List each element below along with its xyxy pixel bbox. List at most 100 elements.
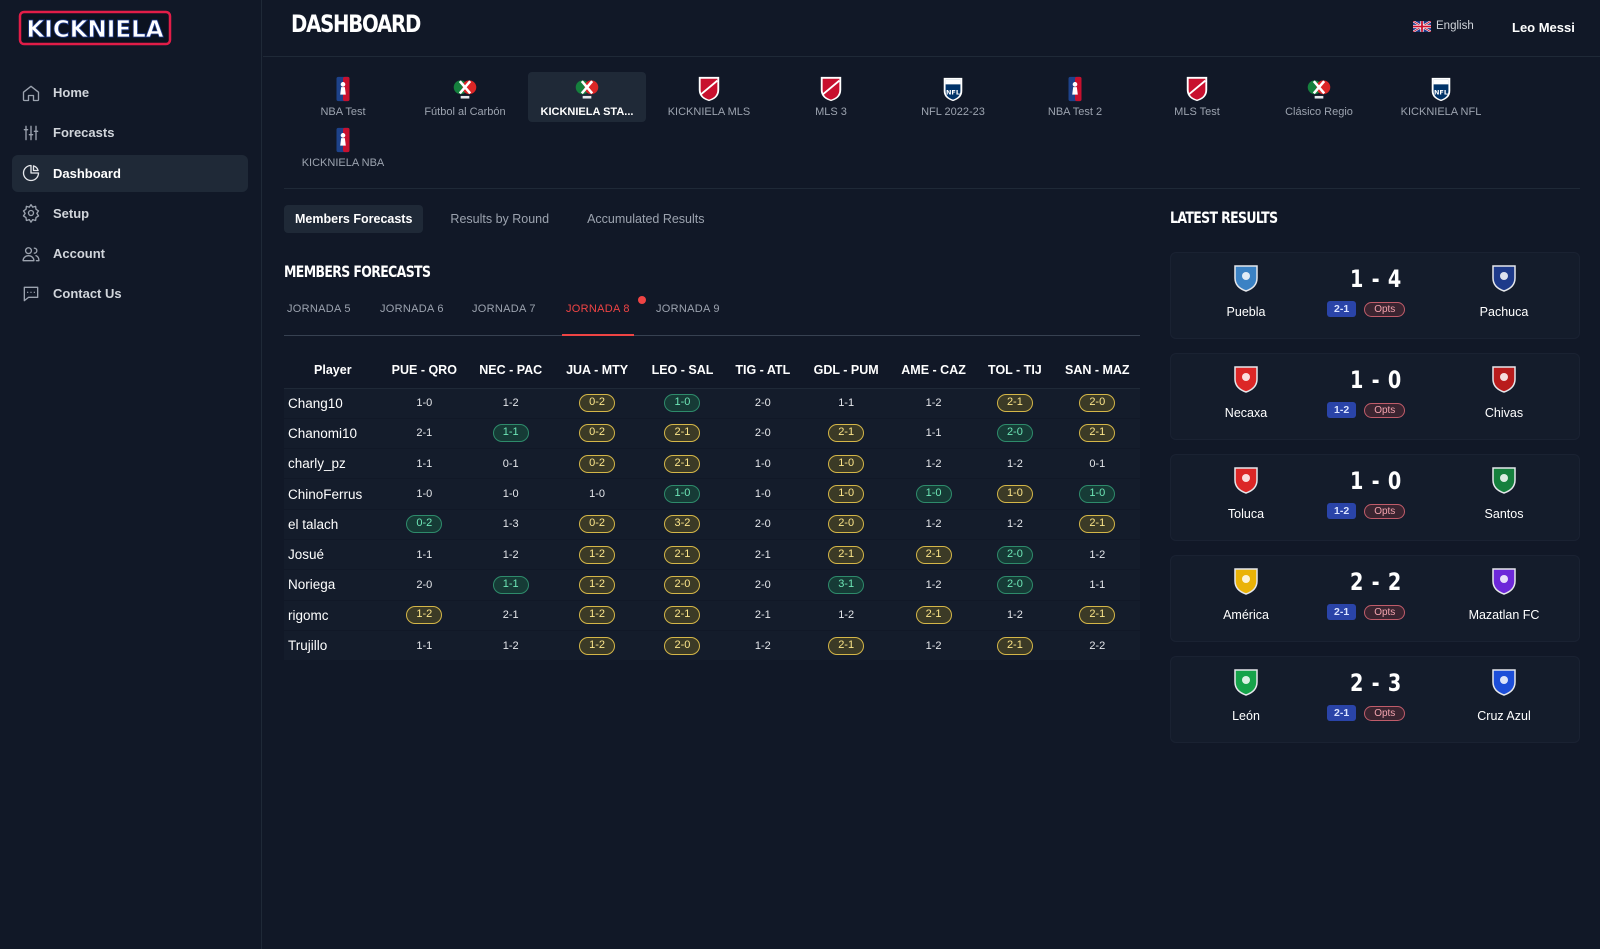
forecast-pill: 2-1 [915, 606, 952, 625]
prediction-badges: 2-1 Opts [1327, 604, 1406, 620]
forecast-pill: 2-1 [1079, 606, 1116, 625]
league-item[interactable]: KICKNIELA STA... [528, 72, 646, 122]
forecast-cell: 2-0 [975, 418, 1055, 450]
forecast-cell: 1-2 [891, 630, 976, 662]
result-card[interactable]: América 2 - 2 2-1 Opts Mazatlan FC [1170, 555, 1580, 642]
forecast-value: 1-1 [838, 397, 855, 410]
home-team-name: León [1232, 709, 1260, 723]
jornada-tab[interactable]: JORNADA 5 [287, 303, 351, 315]
away-team-name: Chivas [1484, 406, 1524, 420]
forecast-cell: 0-2 [554, 448, 640, 480]
kickniela-logo[interactable]: KICKNIELA [18, 6, 172, 50]
jornada-tab[interactable]: JORNADA 6 [380, 303, 444, 315]
league-item[interactable]: Fútbol al Carbón [406, 72, 524, 122]
away-team: Cruz Azul [1459, 667, 1549, 723]
league-item[interactable]: NFL NFL 2022-23 [894, 72, 1012, 122]
league-label: KICKNIELA NFL [1400, 106, 1482, 118]
home-team-name: Toluca [1227, 507, 1265, 521]
forecast-pill: 2-1 [996, 636, 1033, 655]
user-prediction-badge: 2-1 [1327, 705, 1357, 721]
forecast-value: 1-2 [925, 639, 942, 652]
tab-accumulated-results[interactable]: Accumulated Results [587, 212, 705, 226]
match-score: 1 - 4 [1349, 265, 1403, 293]
opts-button[interactable]: Opts [1364, 402, 1406, 418]
league-item[interactable]: MLS Test [1138, 72, 1256, 122]
user-prediction-badge: 1-2 [1327, 503, 1357, 519]
sidebar-item-setup[interactable]: Setup [12, 195, 248, 232]
forecast-cell: 3-2 [639, 509, 726, 540]
league-item[interactable]: Clásico Regio [1260, 72, 1378, 122]
home-team: Toluca [1201, 465, 1291, 521]
league-item[interactable]: NBA Test 2 [1016, 72, 1134, 122]
forecast-pill: 2-0 [664, 575, 701, 594]
top-header: DASHBOARD English Leo Messi [263, 0, 1600, 57]
opts-button[interactable]: Opts [1364, 301, 1406, 317]
forecast-pill: 2-0 [1079, 394, 1116, 413]
match-score: 1 - 0 [1349, 366, 1403, 394]
users-icon [21, 244, 41, 264]
dashboard-tabs: Members Forecasts Results by Round Accum… [284, 205, 732, 233]
nba-logo-icon [1068, 76, 1082, 102]
league-item[interactable]: KICKNIELA MLS [650, 72, 768, 122]
forecast-value: 1-0 [589, 488, 606, 501]
team-crest-icon [1231, 667, 1261, 697]
jornada-tab[interactable]: JORNADA 7 [472, 303, 536, 315]
forecast-value: 1-2 [925, 518, 942, 531]
sidebar-item-contact[interactable]: Contact Us [12, 275, 248, 312]
league-item[interactable]: NBA Test [284, 72, 402, 122]
forecast-cell: 1-1 [891, 418, 976, 450]
forecast-pill: 0-2 [579, 424, 616, 443]
result-card[interactable]: Puebla 1 - 4 2-1 Opts Pachuca [1170, 252, 1580, 339]
result-card[interactable]: León 2 - 3 2-1 Opts Cruz Azul [1170, 656, 1580, 743]
forecast-cell: 2-0 [800, 509, 892, 540]
opts-button[interactable]: Opts [1364, 503, 1406, 519]
column-header: AME - CAZ [891, 352, 976, 389]
table-row: Chanomi10 2-1 1-1 0-2 2-1 2-0 2-1 1-1 2-0 2-1 [284, 418, 1140, 450]
language-selector[interactable]: English [1413, 20, 1474, 32]
tab-results-by-round[interactable]: Results by Round [450, 212, 550, 226]
forecast-cell: 1-2 [891, 388, 976, 419]
away-team: Pachuca [1459, 263, 1549, 319]
result-card[interactable]: Necaxa 1 - 0 1-2 Opts Chivas [1170, 353, 1580, 440]
forecast-pill: 0-2 [406, 515, 443, 534]
user-prediction-badge: 2-1 [1327, 604, 1357, 620]
forecast-cell: 2-0 [725, 569, 801, 601]
forecast-cell: 1-1 [466, 418, 555, 450]
mls-logo-icon [1186, 76, 1208, 102]
sidebar-item-forecasts[interactable]: Forecasts [12, 114, 248, 151]
mls-logo-icon [820, 76, 842, 102]
forecast-pill: 1-2 [579, 606, 616, 625]
team-crest-icon [1489, 465, 1519, 495]
jornada-tab[interactable]: JORNADA 9 [656, 303, 720, 315]
sidebar-item-label: Setup [53, 205, 90, 221]
sidebar-item-home[interactable]: Home [12, 74, 248, 111]
table-row: ChinoFerrus 1-0 1-0 1-0 1-0 1-0 1-0 1-0 1-0 1-0 [284, 478, 1140, 510]
opts-button[interactable]: Opts [1364, 705, 1406, 721]
league-label: MLS 3 [815, 106, 847, 118]
column-header: LEO - SAL [639, 352, 726, 389]
opts-button[interactable]: Opts [1364, 604, 1406, 620]
forecast-pill: 2-0 [996, 575, 1033, 594]
user-menu[interactable]: Leo Messi [1512, 20, 1575, 35]
nfl-logo-icon: NFL [943, 77, 963, 102]
sidebar-item-account[interactable]: Account [12, 235, 248, 272]
notification-dot [638, 296, 646, 304]
forecast-cell: 2-1 [466, 600, 555, 631]
player-name: Trujillo [284, 630, 382, 662]
forecast-cell: 2-1 [891, 600, 976, 631]
sidebar-item-dashboard[interactable]: Dashboard [12, 154, 248, 192]
forecast-value: 2-1 [754, 609, 771, 622]
home-team-name: América [1223, 608, 1269, 622]
league-item[interactable]: KICKNIELA NBA [284, 123, 402, 173]
forecast-pill: 3-1 [828, 575, 865, 594]
league-item[interactable]: NFL KICKNIELA NFL [1382, 72, 1500, 122]
forecast-pill: 0-2 [579, 515, 616, 534]
tab-members-forecasts[interactable]: Members Forecasts [284, 205, 424, 233]
forecast-cell: 1-2 [554, 539, 640, 571]
forecast-cell: 2-1 [1054, 418, 1140, 450]
jornada-tab[interactable]: JORNADA 8 [562, 296, 634, 336]
league-item[interactable]: MLS 3 [772, 72, 890, 122]
sliders-icon [21, 123, 41, 143]
forecast-value: 1-0 [416, 488, 433, 501]
result-card[interactable]: Toluca 1 - 0 1-2 Opts Santos [1170, 454, 1580, 541]
